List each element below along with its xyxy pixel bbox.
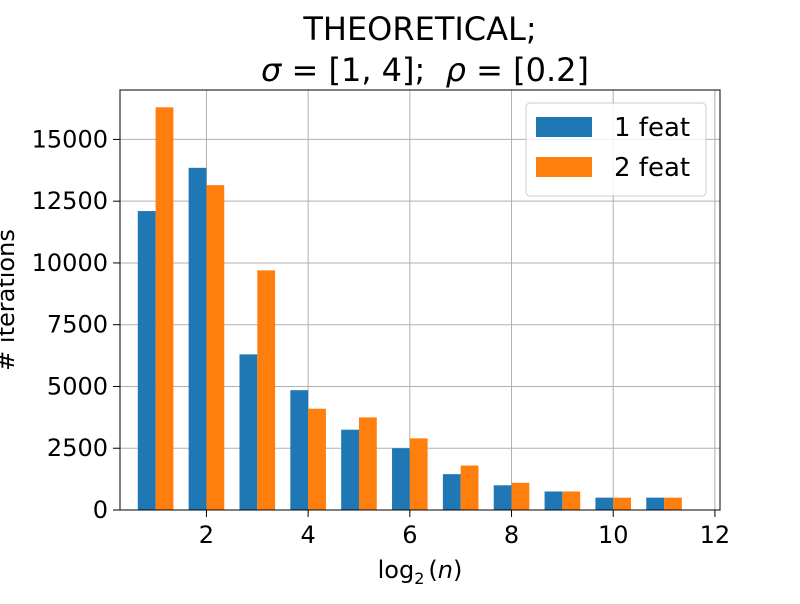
- bar-2-feat-11: [664, 497, 682, 510]
- bar-2-feat-2: [206, 185, 225, 510]
- bar-2-feat-1: [155, 107, 174, 510]
- x-axis-label: log2 (n): [378, 556, 463, 588]
- rho-symbol: ρ: [446, 51, 466, 89]
- y-tick-label: 0: [93, 496, 108, 524]
- rho-value: = [0.2]: [466, 51, 589, 89]
- bar-1-feat-3: [239, 354, 258, 510]
- ticks: 2 4 6 8 10 12 0 2500 5000 7500 10000 12500 15000: [32, 125, 731, 549]
- legend-swatch: [536, 117, 592, 137]
- x-tick-label: 8: [504, 521, 519, 549]
- legend-label: 1 feat: [614, 113, 690, 143]
- y-tick-label: 15000: [32, 125, 108, 153]
- bar-2-feat-10: [613, 497, 632, 510]
- bar-1-feat-9: [544, 491, 563, 510]
- y-tick-label: 5000: [47, 372, 108, 400]
- x-tick-label: 4: [300, 521, 315, 549]
- bar-2-feat-7: [460, 465, 479, 510]
- legend-label: 2 feat: [614, 153, 690, 183]
- bar-1-feat-7: [442, 474, 461, 510]
- bar-2-feat-3: [257, 270, 276, 510]
- y-axis-label: # iterations: [0, 229, 20, 371]
- legend: 1 feat 2 feat: [525, 102, 707, 197]
- bar-2-feat-8: [511, 482, 530, 510]
- bar-2-feat-6: [409, 438, 428, 510]
- bar-2-feat-9: [562, 491, 581, 510]
- bar-2-feat-5: [358, 417, 377, 510]
- bar-1-feat-4: [290, 390, 309, 510]
- bar-2-feat-4: [308, 408, 326, 510]
- x-label-close: ): [453, 556, 462, 584]
- bar-1-feat-10: [595, 497, 614, 510]
- chart-title-line1: THEORETICAL;: [302, 10, 536, 48]
- bar-1-feat-6: [392, 448, 410, 510]
- y-tick-label: 7500: [47, 311, 108, 339]
- x-tick-label: 10: [598, 521, 629, 549]
- x-tick-label: 2: [199, 521, 214, 549]
- bar-1-feat-1: [137, 211, 156, 510]
- x-label-subscript: 2: [414, 569, 424, 588]
- x-label-prefix: log: [378, 556, 415, 584]
- x-tick-label: 12: [700, 521, 731, 549]
- plot-frame: [119, 89, 721, 511]
- legend-swatch: [536, 157, 592, 177]
- chart-title-line2: σ = [1, 4]; ρ = [0.2]: [261, 51, 589, 89]
- bars: [137, 107, 682, 510]
- x-tick-label: 6: [402, 521, 417, 549]
- bar-1-feat-11: [646, 497, 665, 510]
- y-tick-label: 12500: [32, 187, 108, 215]
- y-tick-label: 2500: [47, 434, 108, 462]
- sigma-symbol: σ: [261, 51, 283, 89]
- sigma-value: = [1, 4];: [281, 51, 445, 89]
- bar-1-feat-5: [341, 429, 359, 510]
- bar-1-feat-2: [188, 167, 207, 510]
- x-label-open: (: [428, 556, 437, 584]
- bar-1-feat-8: [493, 485, 512, 510]
- x-label-var: n: [438, 556, 453, 584]
- y-tick-label: 10000: [32, 249, 108, 277]
